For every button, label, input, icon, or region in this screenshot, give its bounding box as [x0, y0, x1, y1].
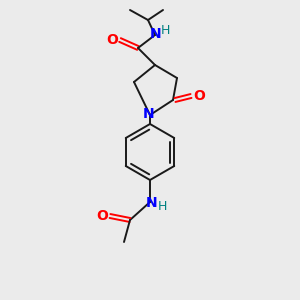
- Text: O: O: [193, 89, 205, 103]
- Text: H: H: [160, 23, 170, 37]
- Text: O: O: [96, 209, 108, 223]
- Text: H: H: [157, 200, 167, 214]
- Text: O: O: [106, 33, 118, 47]
- Text: N: N: [146, 196, 158, 210]
- Text: N: N: [143, 107, 155, 121]
- Text: N: N: [150, 27, 162, 41]
